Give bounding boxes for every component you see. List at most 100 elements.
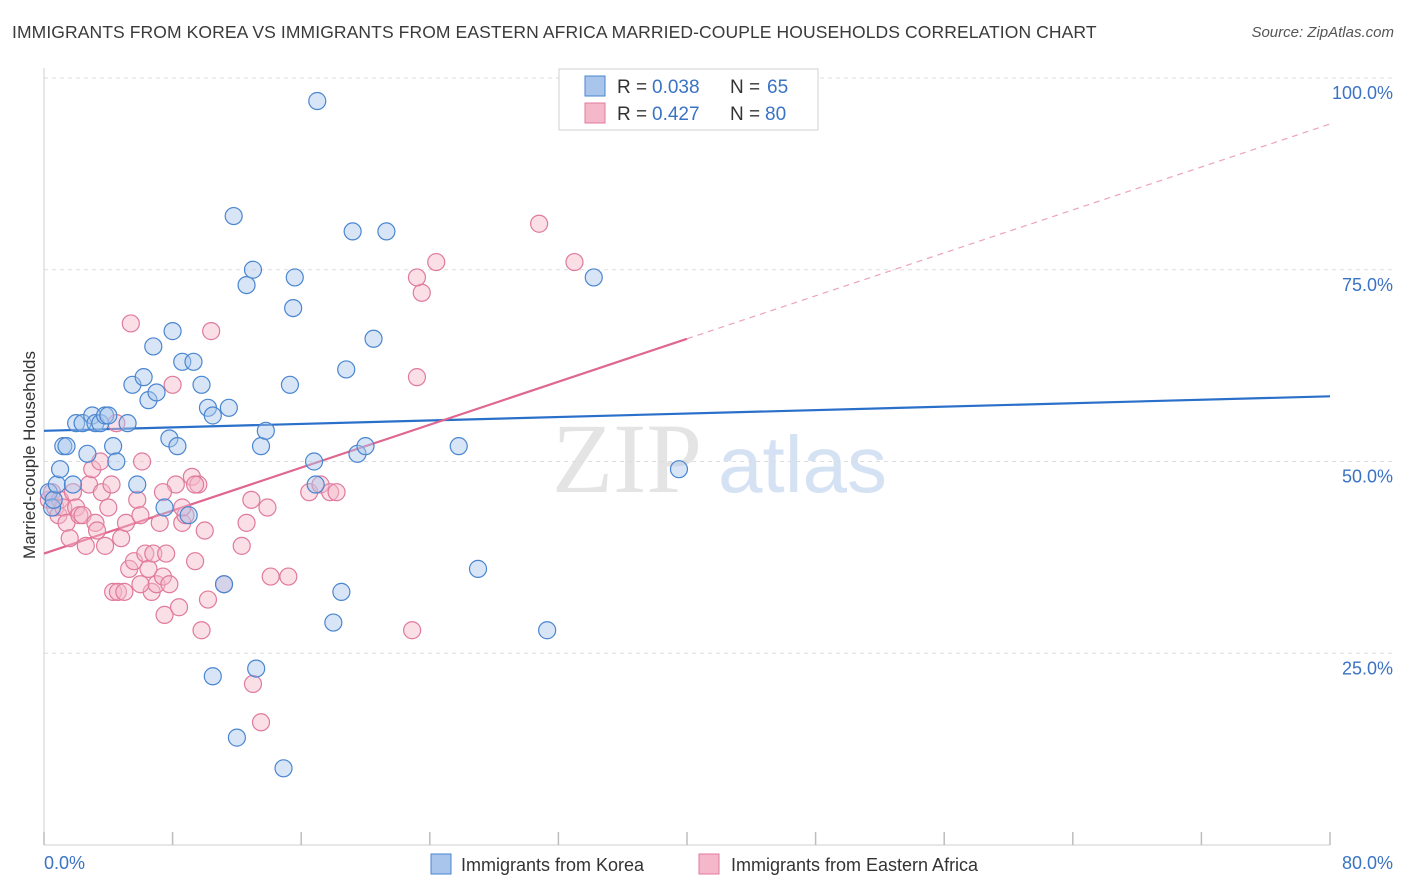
eafrica-point: [102, 475, 121, 494]
korea-point: [99, 406, 118, 425]
legend-eafrica-r-label: R =: [617, 104, 647, 125]
y-axis-title: Married-couple Households: [20, 351, 39, 559]
eafrica-point: [427, 252, 446, 272]
eafrica-point: [112, 529, 131, 548]
eafrica-point: [202, 322, 221, 341]
korea-point: [107, 452, 126, 471]
eafrica-point: [128, 490, 147, 509]
korea-point: [308, 91, 327, 111]
chart-source: Source: ZipAtlas.com: [1251, 24, 1394, 41]
watermark: ZIP atlas: [552, 403, 887, 514]
korea-point: [73, 414, 92, 433]
y-tick-label: 25.0%: [1342, 658, 1393, 678]
korea-point: [343, 222, 362, 241]
watermark-atlas: atlas: [718, 420, 887, 509]
korea-point: [144, 337, 163, 356]
korea-point: [449, 437, 468, 456]
eafrica-point: [169, 598, 189, 617]
eafrica-point: [63, 483, 83, 502]
korea-point: [237, 275, 256, 295]
chart-title: IMMIGRANTS FROM KOREA VS IMMIGRANTS FROM…: [12, 22, 1097, 42]
eafrica-point: [198, 590, 218, 609]
eafrica-point: [237, 513, 256, 532]
bottom-legend-eafrica-swatch: [698, 853, 720, 875]
legend-eafrica-n-value: 80: [765, 104, 786, 125]
korea-point: [332, 582, 351, 601]
eafrica-point: [108, 582, 128, 601]
korea-point: [203, 406, 222, 425]
eafrica-point: [86, 513, 105, 532]
eafrica-point: [144, 544, 163, 563]
korea-point: [57, 437, 76, 456]
korea-point: [118, 414, 137, 433]
eafrica-point: [530, 214, 549, 233]
korea-point: [203, 667, 222, 686]
y-tick-label: 100.0%: [1332, 83, 1393, 103]
korea-point: [280, 375, 300, 394]
korea-point: [669, 460, 689, 479]
eafrica-point: [407, 268, 427, 287]
korea-point: [285, 268, 304, 287]
points-layer: [39, 91, 689, 778]
eafrica-point: [403, 621, 422, 640]
legend-eafrica-r-value: 0.427: [652, 104, 700, 125]
y-tick-label: 75.0%: [1342, 275, 1393, 295]
korea-point: [128, 475, 147, 494]
korea-point: [147, 383, 166, 402]
eafrica-point: [99, 498, 118, 517]
eafrica-point: [565, 252, 584, 272]
y-tick-labels: 25.0% 50.0% 75.0% 100.0%: [1332, 83, 1393, 678]
eafrica-point: [311, 475, 330, 494]
eafrica-point: [95, 536, 115, 555]
korea-point: [44, 490, 63, 509]
eafrica-point: [87, 521, 107, 540]
korea-point: [78, 444, 97, 463]
korea-point: [155, 498, 174, 517]
korea-point: [538, 621, 557, 640]
korea-point: [168, 437, 187, 456]
korea-point: [584, 268, 603, 287]
eafrica-point: [232, 536, 251, 555]
korea-point: [63, 475, 83, 494]
eafrica-point: [279, 567, 298, 586]
eafrica-trendline-extension: [686, 123, 1331, 340]
korea-point: [377, 222, 396, 241]
korea-point: [337, 360, 356, 379]
y-tick-label: 50.0%: [1342, 467, 1393, 487]
korea-point: [247, 659, 266, 678]
korea-point: [179, 506, 198, 525]
eafrica-point: [155, 605, 174, 625]
korea-point: [163, 322, 182, 341]
eafrica-point: [157, 544, 176, 563]
x-tick-label-max: 80.0%: [1342, 853, 1393, 873]
korea-point: [42, 498, 62, 517]
korea-point: [67, 414, 86, 433]
eafrica-point: [163, 375, 182, 394]
korea-point: [304, 452, 324, 471]
eafrica-point: [258, 498, 277, 517]
eafrica-point: [150, 513, 169, 532]
korea-point: [47, 475, 66, 494]
eafrica-point: [195, 521, 214, 540]
korea-point: [219, 398, 238, 417]
watermark-zip: ZIP: [552, 403, 702, 514]
eafrica-point: [131, 506, 150, 525]
korea-point: [256, 421, 275, 440]
korea-point: [356, 437, 375, 456]
eafrica-point: [160, 575, 179, 594]
korea-point: [251, 437, 271, 456]
eafrica-point: [92, 483, 111, 502]
legend-korea-r-value: 0.038: [652, 77, 700, 98]
eafrica-point: [243, 674, 263, 694]
eafrica-point: [242, 490, 261, 509]
korea-trendline: [43, 395, 1331, 432]
legend-korea-r-label: R =: [617, 77, 647, 98]
eafrica-trendline: [43, 337, 688, 555]
korea-point: [50, 460, 70, 479]
korea-point: [192, 375, 211, 394]
eafrica-point: [261, 567, 280, 586]
trend-layer: [43, 123, 1331, 555]
eafrica-point: [407, 368, 427, 387]
eafrica-point: [186, 552, 205, 571]
korea-point: [306, 475, 325, 494]
